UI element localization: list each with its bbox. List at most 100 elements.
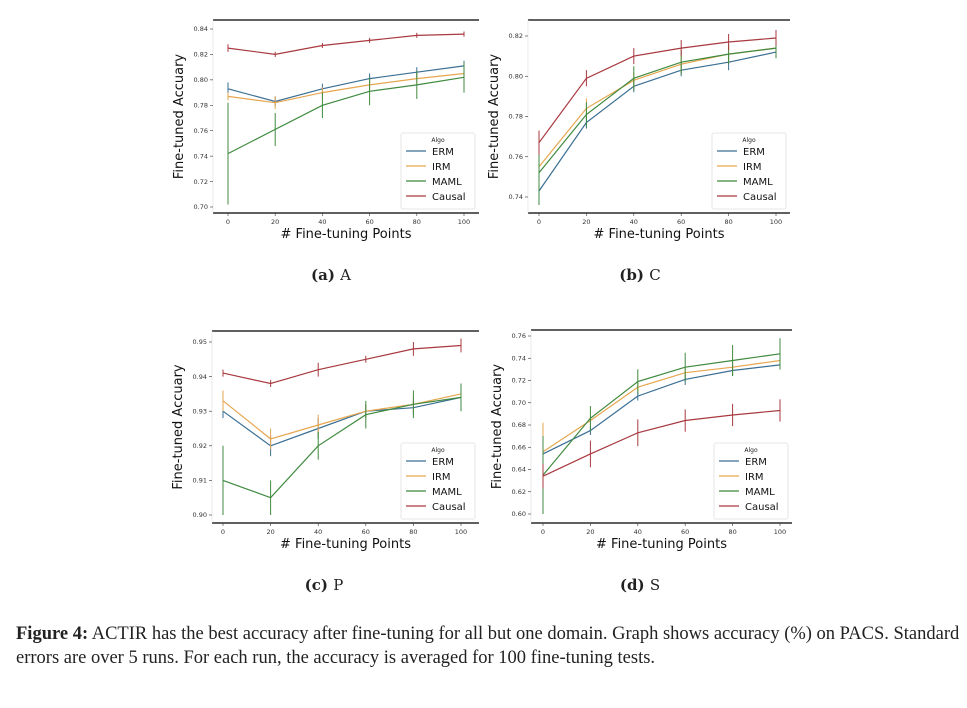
x-axis-label: # Fine-tuning Points [594,227,725,242]
series-irm [227,68,465,110]
y-axis-label: Fine-tuned Accuary [490,364,505,490]
series-line-erm [222,396,462,447]
series-line-irm [542,359,781,453]
y-tick-label: 0.70 [512,399,526,407]
x-tick-label: 80 [724,218,732,226]
y-tick-label: 0.78 [509,113,523,121]
legend-title: Algo [742,137,756,144]
y-tick-label: 0.84 [194,25,208,33]
x-tick-label: 20 [582,218,590,226]
legend-label-causal: Causal [743,192,777,203]
x-tick-label: 100 [770,218,782,226]
legend-label-maml: MAML [743,177,773,188]
sub-caption: (b) C [619,266,660,284]
y-tick-label: 0.66 [512,443,526,451]
y-axis-label: Fine-tuned Accuary [487,54,502,180]
sub-caption-domain: S [650,576,660,594]
y-tick-label: 0.92 [193,442,207,450]
x-tick-label: 0 [541,528,545,536]
x-tick-label: 20 [266,528,274,536]
y-tick-label: 0.93 [193,407,207,415]
series-causal [542,399,781,489]
series-causal [227,31,465,57]
y-tick-label: 0.95 [193,338,207,346]
y-tick-label: 0.82 [194,51,208,59]
series-line-causal [538,37,777,144]
legend-box [400,442,476,520]
legend-label-causal: Causal [432,192,466,203]
legend-label-causal: Causal [432,502,466,513]
legend-label-maml: MAML [432,487,462,498]
legend-label-erm: ERM [432,457,454,468]
x-tick-label: 40 [634,528,642,536]
panel-d: 0.60 0.62 0.64 0.66 0.68 0.70 0.72 0.74 0.76 0 20 4… [490,329,792,594]
figure-caption: Figure 4: ACTIR has the best accuracy af… [16,622,961,670]
y-tick-label: 0.76 [512,332,526,340]
y-tick-label: 0.60 [512,510,526,518]
y-tick-label: 0.64 [512,466,526,474]
legend: Algo ERM IRM MAML Causal [711,132,787,210]
series-maml [227,62,465,205]
x-tick-label: 0 [226,218,230,226]
y-tick-label: 0.82 [509,32,523,40]
x-tick-label: 60 [365,218,373,226]
y-tick-label: 0.74 [194,152,208,160]
sub-caption-panel: (c) [305,576,334,594]
legend-label-irm: IRM [432,472,451,483]
y-tick-label: 0.76 [194,127,208,135]
y-tick-label: 0.72 [194,178,208,186]
legend-title: Algo [431,447,445,454]
x-tick-label: 80 [409,528,417,536]
figure-label: Figure 4: [16,624,89,644]
figure-caption-text: ACTIR has the best accuracy after fine-t… [16,624,960,668]
y-tick-label: 0.80 [509,72,523,80]
sub-caption-domain: A [339,266,351,284]
legend-title: Algo [744,447,758,454]
y-axis-label: Fine-tuned Accuary [171,364,186,490]
sub-caption: (a) A [311,266,351,284]
y-tick-label: 0.76 [509,153,523,161]
legend-label-maml: MAML [432,177,462,188]
x-tick-label: 80 [413,218,421,226]
sub-caption-panel: (a) [311,266,340,284]
series-line-irm [222,393,462,440]
x-tick-label: 0 [537,218,541,226]
series-line-erm [227,65,465,103]
legend-box [400,132,476,210]
series-line-causal [542,409,781,477]
sub-caption: (d) S [620,576,660,594]
x-tick-label: 20 [271,218,279,226]
legend: Algo ERM IRM MAML Causal [400,132,476,210]
series-causal [538,29,777,155]
sub-caption-domain: C [649,266,660,284]
y-tick-label: 0.72 [512,377,526,385]
x-axis-label: # Fine-tuning Points [281,227,412,242]
series-maml [222,383,462,515]
series-line-erm [538,51,777,192]
x-tick-label: 20 [586,528,594,536]
y-tick-label: 0.90 [193,511,207,519]
legend: Algo ERM IRM MAML Causal [713,442,789,520]
panel-b: 0.74 0.76 0.78 0.80 0.82 0 20 40 60 80 100 # Fine-t… [487,19,790,284]
y-axis-label: Fine-tuned Accuary [172,54,187,180]
legend: Algo ERM IRM MAML Causal [400,442,476,520]
y-tick-label: 0.68 [512,421,526,429]
sub-caption-domain: P [333,576,343,594]
sub-caption-panel: (b) [619,266,649,284]
series-line-erm [542,364,781,455]
legend-label-erm: ERM [745,457,767,468]
y-tick-label: 0.74 [512,354,526,362]
y-tick-label: 0.80 [194,76,208,84]
x-tick-label: 40 [314,528,322,536]
x-tick-label: 100 [455,528,467,536]
series-erm [227,60,465,107]
x-tick-label: 40 [630,218,638,226]
legend-label-erm: ERM [432,147,454,158]
sub-caption-panel: (d) [620,576,650,594]
series-causal [222,338,462,387]
series-line-causal [222,344,462,385]
series-line-maml [542,353,781,476]
x-tick-label: 60 [681,528,689,536]
y-tick-label: 0.74 [509,193,523,201]
